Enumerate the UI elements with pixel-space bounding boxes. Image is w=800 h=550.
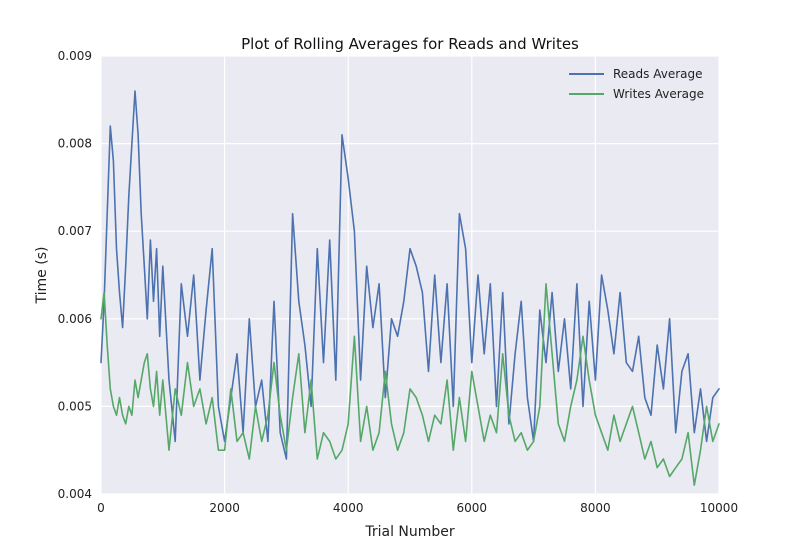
legend-label-writes: Writes Average	[613, 87, 704, 101]
legend: Reads Average Writes Average	[569, 67, 704, 101]
x-tick-label: 6000	[457, 501, 488, 515]
x-tick-label: 4000	[333, 501, 364, 515]
y-tick-label: 0.008	[58, 137, 92, 151]
x-axis-ticks: 0 2000 4000 6000 8000 10000	[97, 501, 738, 515]
x-axis-label: Trial Number	[364, 524, 455, 540]
y-tick-label: 0.007	[58, 224, 92, 238]
series-layer	[100, 90, 720, 487]
reads-average-line	[100, 90, 720, 460]
y-tick-label: 0.005	[58, 399, 92, 413]
y-axis-ticks: 0.004 0.005 0.006 0.007 0.008 0.009	[58, 49, 92, 501]
y-tick-label: 0.009	[58, 49, 92, 63]
x-tick-label: 0	[97, 501, 105, 515]
legend-label-reads: Reads Average	[613, 67, 703, 81]
writes-average-line	[100, 282, 720, 487]
x-tick-label: 2000	[209, 501, 240, 515]
x-tick-label: 8000	[580, 501, 611, 515]
y-axis-label: Time (s)	[34, 247, 50, 305]
gridlines	[100, 55, 720, 495]
chart-title: Plot of Rolling Averages for Reads and W…	[241, 35, 579, 53]
y-tick-label: 0.004	[58, 487, 92, 501]
y-tick-label: 0.006	[58, 312, 92, 326]
x-tick-label: 10000	[700, 501, 738, 515]
